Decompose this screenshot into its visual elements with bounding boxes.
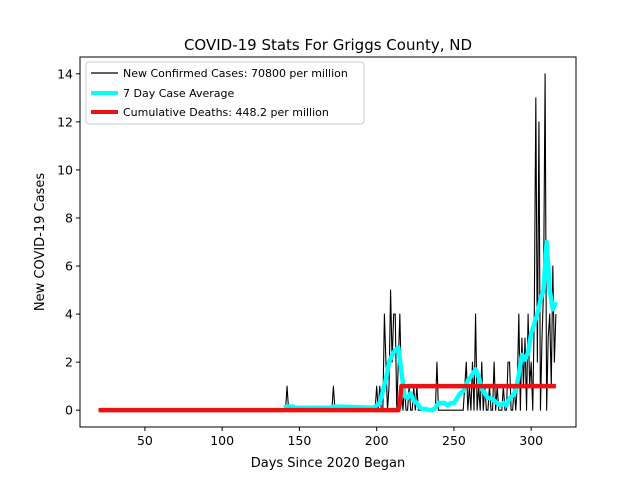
y-tick-label: 14 (57, 66, 73, 81)
y-tick-label: 0 (65, 403, 73, 418)
x-tick-label: 150 (287, 433, 311, 448)
series-7day-average-line (283, 239, 558, 413)
legend: New Confirmed Cases: 70800 per million 7… (85, 61, 365, 125)
legend-label-deaths: Cumulative Deaths: 448.2 per million (123, 106, 329, 119)
legend-label-7day: 7 Day Case Average (123, 87, 235, 100)
x-tick-label: 200 (365, 433, 389, 448)
y-tick-label: 2 (65, 355, 73, 370)
series-cumulative-deaths-line (98, 383, 556, 413)
plot-area (98, 73, 558, 413)
x-tick-label: 250 (442, 433, 466, 448)
legend-label-new-cases: New Confirmed Cases: 70800 per million (123, 67, 348, 80)
y-axis: 0 2 4 6 8 10 12 14 (57, 66, 80, 418)
x-axis-label: Days Since 2020 Began (251, 456, 406, 471)
chart-title: COVID-19 Stats For Griggs County, ND (184, 36, 472, 54)
x-axis: 50 100 150 200 250 300 (137, 427, 543, 448)
x-tick-label: 50 (137, 433, 153, 448)
y-tick-label: 12 (57, 114, 73, 129)
y-axis-label: New COVID-19 Cases (33, 173, 48, 311)
series-layer (98, 73, 558, 413)
y-tick-label: 10 (57, 162, 73, 177)
y-tick-label: 8 (65, 210, 73, 225)
x-tick-label: 100 (210, 433, 234, 448)
plot-frame (79, 56, 577, 428)
y-tick-label: 6 (65, 259, 73, 274)
legend-box (85, 61, 365, 125)
y-tick-label: 4 (65, 307, 73, 322)
x-tick-label: 300 (519, 433, 543, 448)
